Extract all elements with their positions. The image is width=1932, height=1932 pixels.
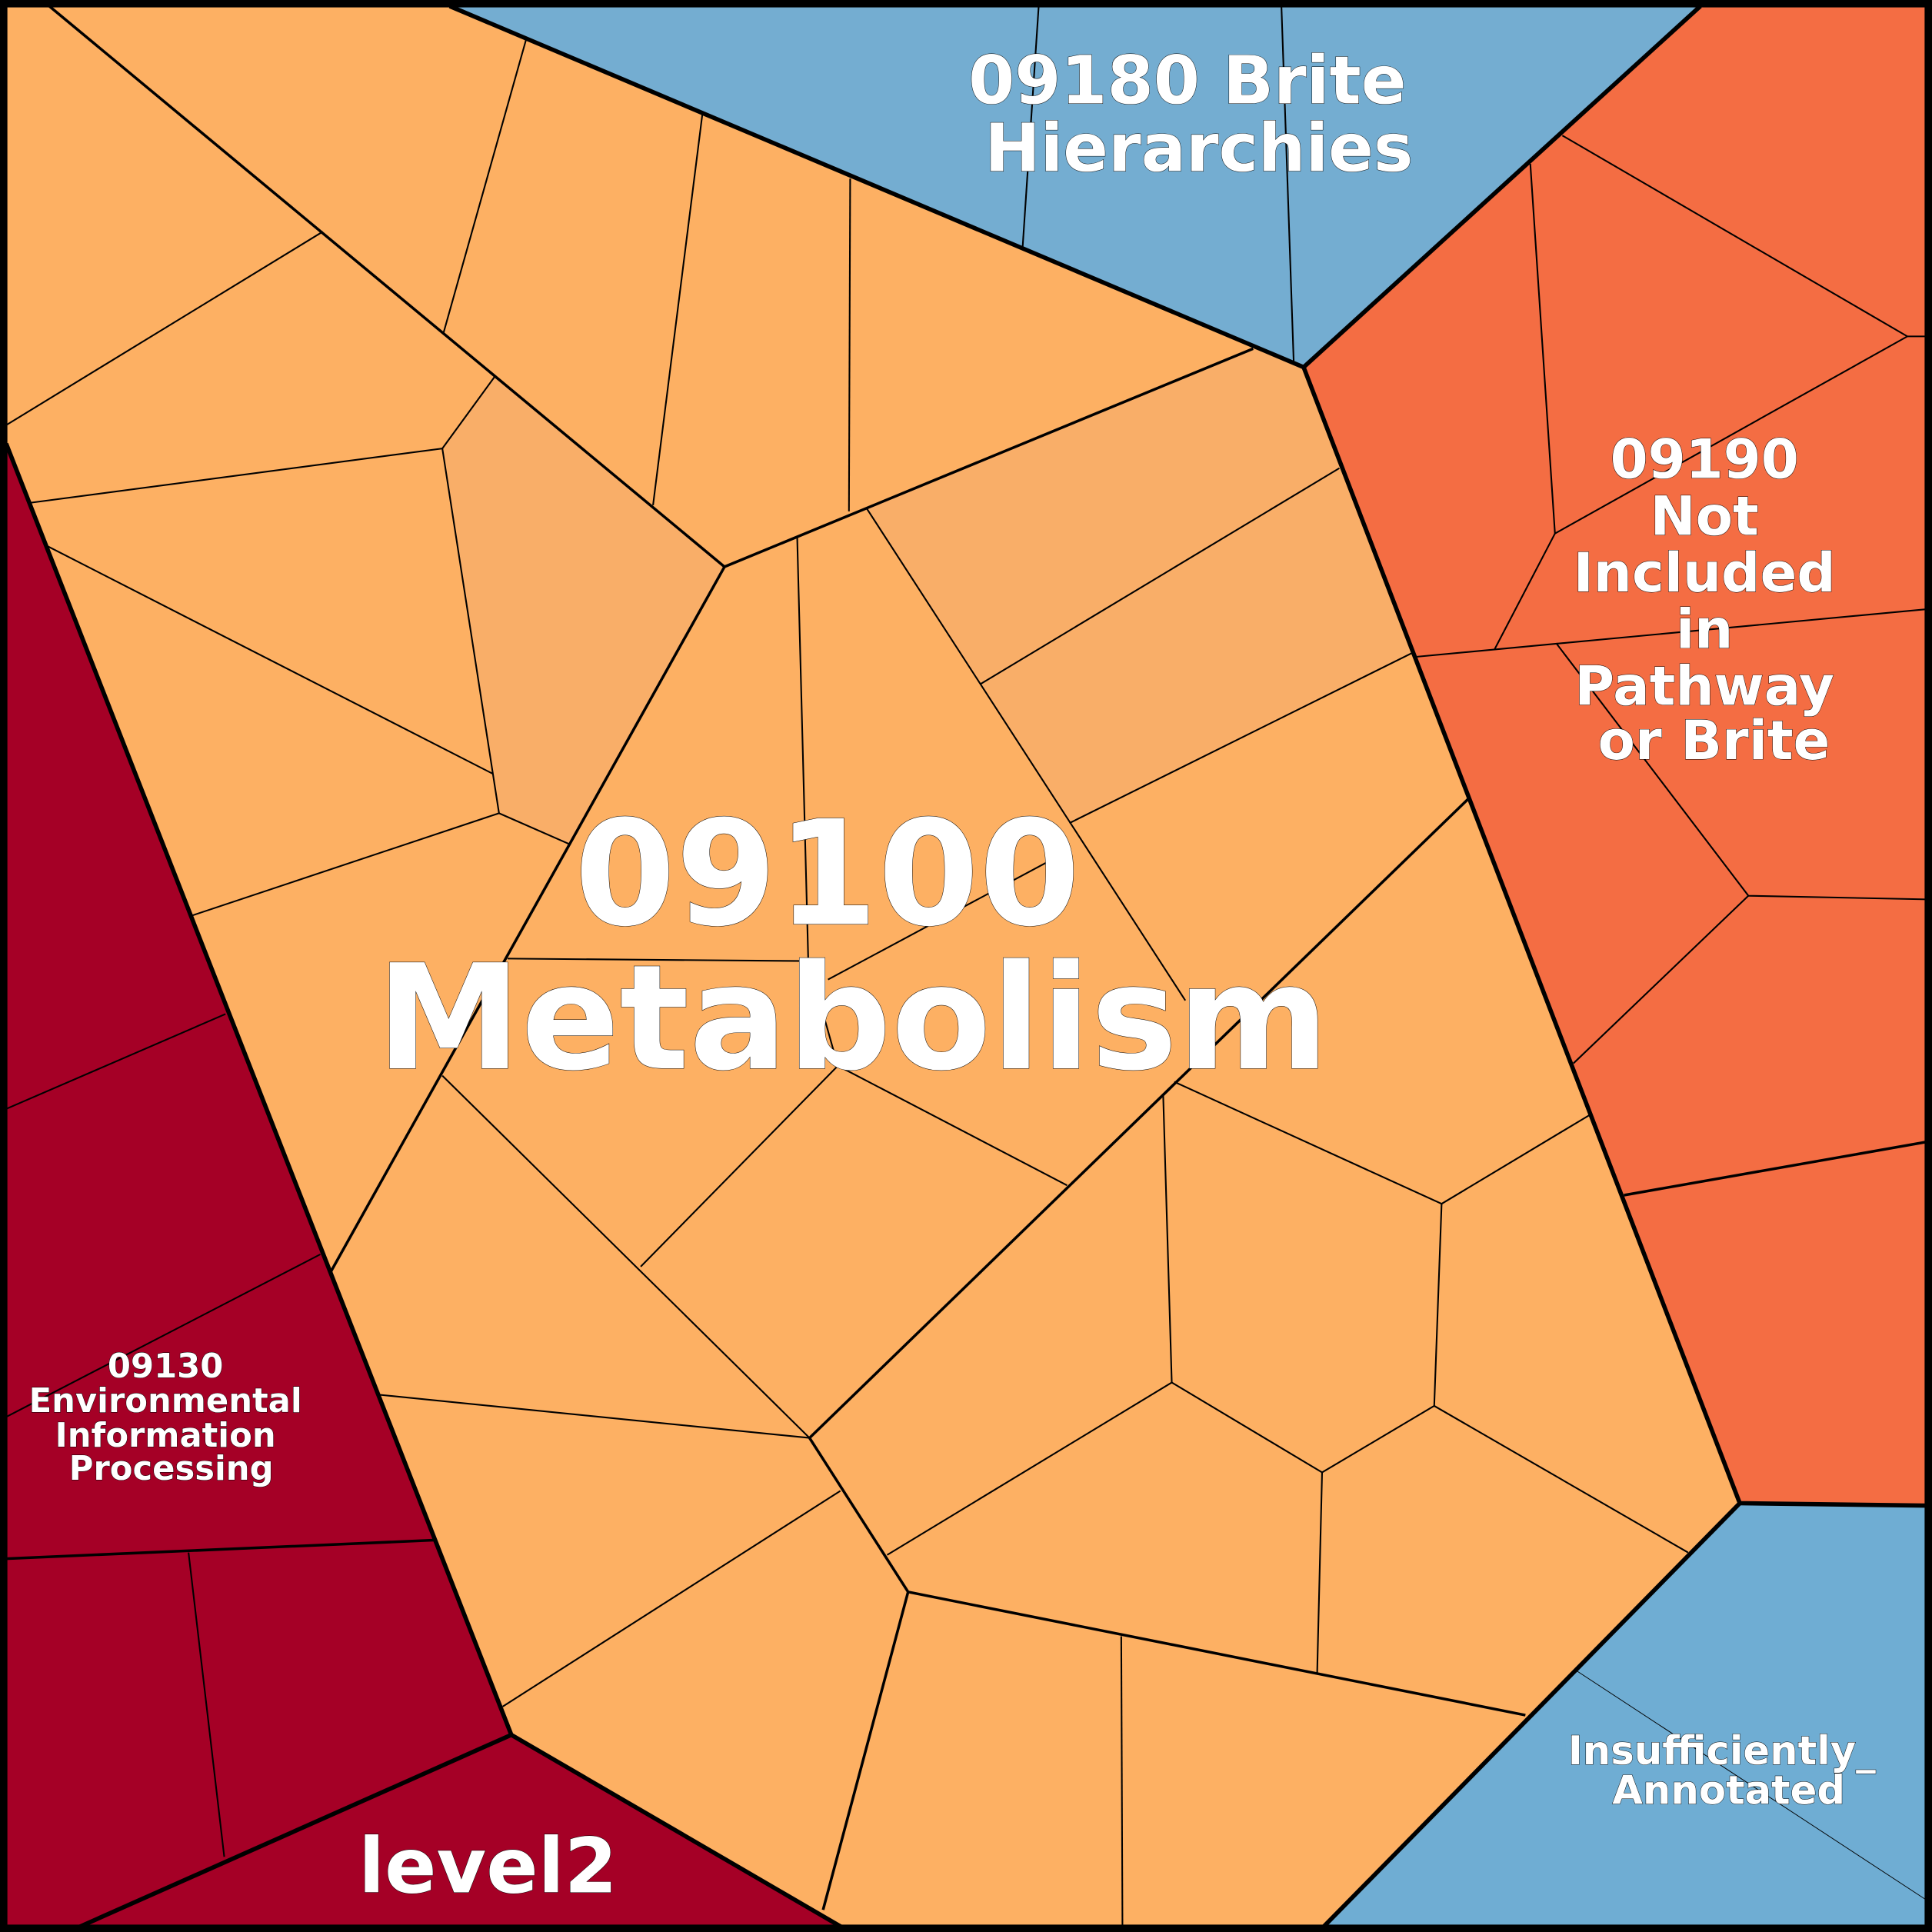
label-level2: level2 [358, 1823, 618, 1911]
label-brite-hierarchies: 09180 Brite Hierarchies [968, 43, 1429, 188]
cell-borders-mid [5, 5, 1932, 1910]
label-metabolism: 09100 Metabolism [376, 790, 1329, 1103]
region-not-included [1303, 6, 1932, 1506]
label-environmental: 09130 Environmental Information Processi… [29, 1347, 314, 1488]
cell-borders-thin [5, 5, 1932, 1932]
label-insufficiently-annotated: Insufficiently_ Annotated [1568, 1728, 1890, 1814]
region-level2 [68, 1734, 851, 1932]
region-insufficiently-annotated [1318, 1503, 1932, 1932]
label-not-included: 09190 Not Included in Pathway or Brite [1574, 428, 1855, 772]
region-brite-hierarchies [449, 6, 1700, 368]
cell-metabolism-alt [866, 348, 1412, 824]
cell-metabolism-alt [442, 375, 724, 844]
region-environmental [6, 443, 511, 1932]
